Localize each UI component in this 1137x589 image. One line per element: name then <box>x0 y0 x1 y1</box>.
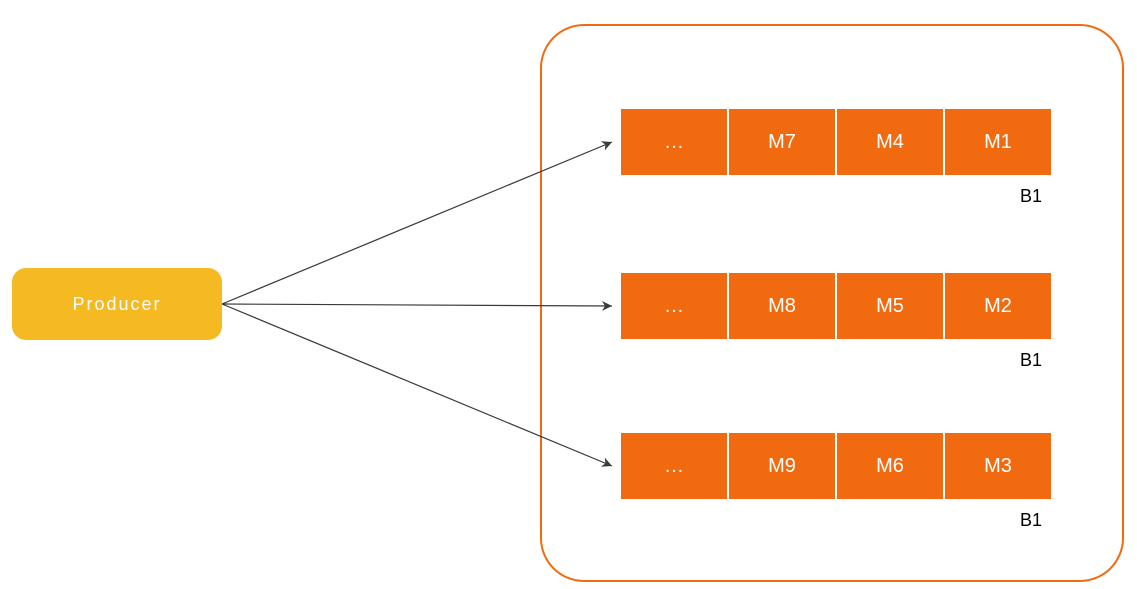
queue-cell: … <box>620 272 728 340</box>
queue-label-1: B1 <box>1020 350 1042 371</box>
queue-cell: M9 <box>728 432 836 500</box>
queue-label-2: B1 <box>1020 510 1042 531</box>
diagram-stage: Producer … M7 M4 M1 B1 … M8 M5 M2 B1 … M… <box>0 0 1137 589</box>
queue-cell: M1 <box>944 108 1052 176</box>
queue-cell: … <box>620 432 728 500</box>
queue-row-0: … M7 M4 M1 <box>620 108 1052 176</box>
queue-cell: … <box>620 108 728 176</box>
queue-cell: M8 <box>728 272 836 340</box>
queue-cell: M6 <box>836 432 944 500</box>
queue-cell: M3 <box>944 432 1052 500</box>
producer-node: Producer <box>12 268 222 340</box>
queue-cell: M5 <box>836 272 944 340</box>
queue-cell: M7 <box>728 108 836 176</box>
producer-label: Producer <box>72 294 161 315</box>
queue-row-2: … M9 M6 M3 <box>620 432 1052 500</box>
queue-cell: M4 <box>836 108 944 176</box>
queue-row-1: … M8 M5 M2 <box>620 272 1052 340</box>
queue-cell: M2 <box>944 272 1052 340</box>
queue-label-0: B1 <box>1020 186 1042 207</box>
